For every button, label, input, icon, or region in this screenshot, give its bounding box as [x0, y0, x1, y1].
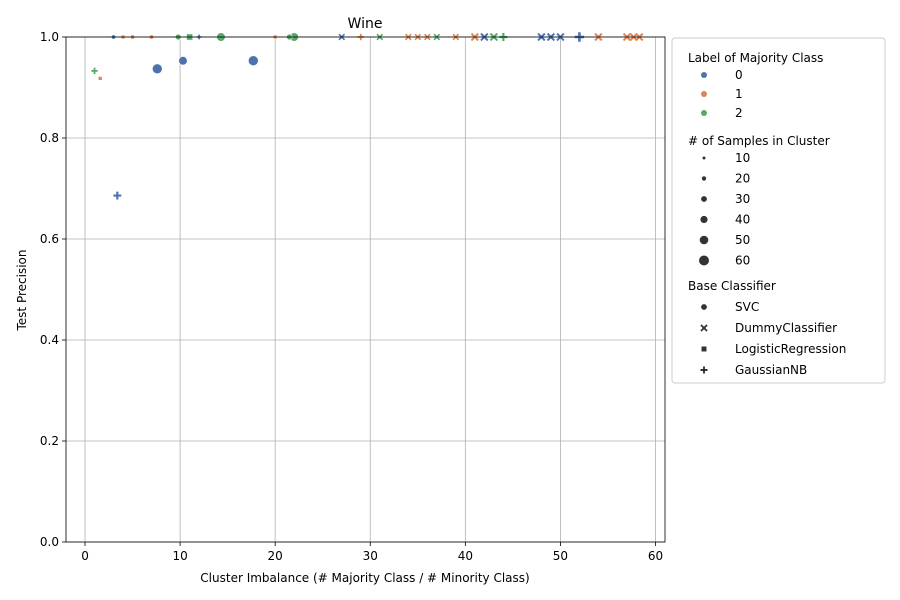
legend-size-label: 30: [735, 192, 750, 206]
x-tick-label: 30: [363, 549, 378, 563]
data-point: [248, 55, 259, 67]
plot-frame: [65, 36, 666, 543]
legend-hue-label: 0: [735, 68, 743, 82]
legend-hue-marker: [701, 91, 707, 97]
grid-lines: [66, 36, 665, 543]
x-tick-label: 60: [648, 549, 663, 563]
x-tick-label: 50: [553, 549, 568, 563]
legend-hue-marker: [701, 72, 707, 78]
legend: Label of Majority Class 0 1 2 # of Samples…: [671, 37, 886, 384]
data-point: [91, 67, 98, 75]
x-axis-label: Cluster Imbalance (# Majority Class / # …: [200, 571, 529, 585]
x-axis-ticks: 0 10 20 30 40 50 60: [81, 542, 663, 563]
legend-style-label: SVC: [735, 300, 759, 314]
data-point: [151, 63, 163, 75]
legend-size-label: 60: [735, 254, 750, 268]
legend-hue-label: 1: [735, 87, 743, 101]
legend-style-marker: [700, 366, 708, 374]
y-tick-label: 0.2: [40, 434, 59, 448]
legend-style-label: DummyClassifier: [735, 321, 837, 335]
legend-size-marker: [701, 196, 707, 202]
legend-size-marker: [702, 156, 706, 160]
legend-style-title: Base Classifier: [688, 279, 776, 293]
x-tick-label: 20: [268, 549, 283, 563]
y-axis-label: Test Precision: [15, 250, 29, 332]
data-point: [98, 76, 103, 81]
y-tick-label: 0.4: [40, 333, 59, 347]
legend-hue-marker: [701, 110, 707, 116]
y-tick-label: 1.0: [40, 30, 59, 44]
data-point: [178, 56, 188, 66]
legend-box: [671, 37, 886, 384]
y-tick-label: 0.0: [40, 535, 59, 549]
legend-size-marker: [701, 176, 707, 181]
legend-style-marker: [700, 324, 708, 332]
legend-size-label: 40: [735, 213, 750, 227]
chart-title: Wine: [348, 16, 383, 32]
x-tick-label: 0: [81, 549, 89, 563]
legend-size-marker: [699, 255, 709, 266]
legend-hue-entries: 0 1 2: [701, 68, 743, 120]
legend-size-entries: 10 20 30 40 50 60: [699, 151, 750, 268]
legend-size-label: 50: [735, 233, 750, 247]
legend-style-entries: SVC DummyClassifier LogisticRegression Gaus…: [700, 300, 846, 377]
legend-size-title: # of Samples in Cluster: [688, 134, 830, 148]
y-tick-label: 0.8: [40, 131, 59, 145]
legend-size-label: 10: [735, 151, 750, 165]
legend-size-marker: [700, 215, 708, 224]
legend-style-label: GaussianNB: [735, 363, 807, 377]
legend-size-marker: [699, 235, 709, 245]
legend-style-label: LogisticRegression: [735, 342, 846, 356]
legend-hue-title: Label of Majority Class: [688, 51, 823, 65]
legend-size-label: 20: [735, 172, 750, 186]
legend-style-marker: [701, 346, 707, 352]
legend-style-marker: [700, 303, 708, 311]
data-point: [113, 191, 122, 200]
x-tick-label: 40: [458, 549, 473, 563]
y-tick-label: 0.6: [40, 232, 59, 246]
x-tick-label: 10: [172, 549, 187, 563]
y-axis-ticks: 0.0 0.2 0.4 0.6 0.8 1.0: [40, 30, 66, 549]
legend-hue-label: 2: [735, 106, 743, 120]
